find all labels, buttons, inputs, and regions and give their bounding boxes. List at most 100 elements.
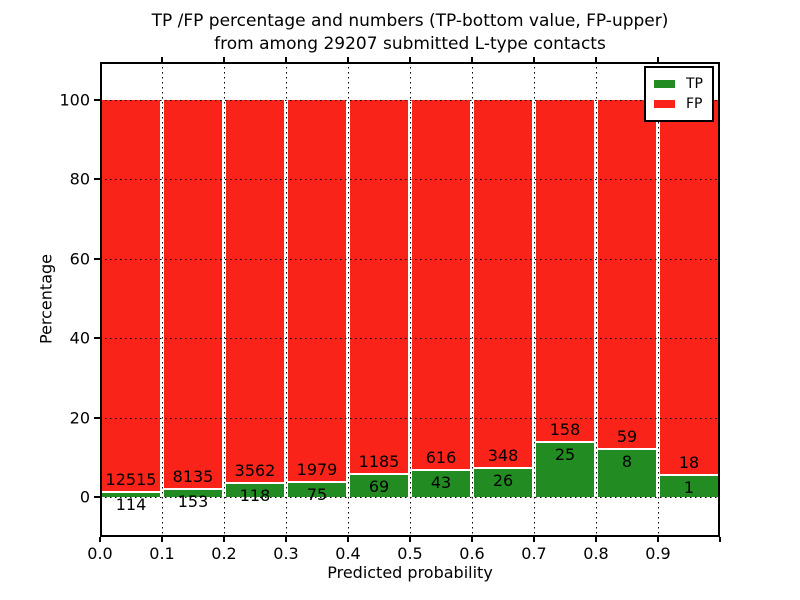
chart-title-line2: from among 29207 submitted L-type contac…	[214, 34, 606, 54]
fp-bar-segment	[660, 98, 718, 475]
fp-bar-segment	[536, 98, 594, 441]
tp-count-label: 1	[683, 478, 695, 498]
x-tick-label: 0.3	[273, 544, 299, 563]
x-axis-label: Predicted probability	[327, 563, 493, 582]
gridline-vertical	[162, 62, 163, 537]
gridline-vertical	[348, 62, 349, 537]
x-tick-mark-top	[223, 57, 225, 62]
legend-box: TP FP	[644, 66, 714, 122]
x-tick-mark	[99, 537, 101, 542]
tp-bar-segment	[102, 491, 160, 497]
x-tick-mark	[533, 537, 535, 542]
tp-count-label: 153	[177, 491, 209, 511]
x-tick-label: 0.6	[459, 544, 485, 563]
fp-count-label: 1979	[296, 459, 338, 479]
x-tick-label: 0.0	[87, 544, 113, 563]
tp-count-label: 69	[368, 477, 390, 497]
fp-bar-segment	[288, 98, 346, 481]
gridline-vertical	[534, 62, 535, 537]
x-tick-mark	[657, 537, 659, 542]
fp-count-label: 1185	[358, 452, 400, 472]
y-tick-label: 100	[59, 90, 90, 110]
fp-bar-segment	[226, 98, 284, 483]
gridline-vertical	[658, 62, 659, 537]
tp-bar-segment	[474, 467, 532, 497]
chart-title-line1: TP /FP percentage and numbers (TP-bottom…	[151, 11, 669, 31]
bottom-spine	[100, 535, 720, 537]
right-spine	[718, 62, 720, 537]
legend-swatch-fp	[654, 100, 675, 108]
x-tick-mark-top	[595, 57, 597, 62]
fp-bar-segment	[412, 98, 470, 470]
fp-count-label: 12515	[105, 470, 157, 490]
fp-bar-segment	[350, 98, 408, 474]
fp-count-label: 348	[487, 446, 519, 466]
left-spine	[100, 62, 102, 537]
fp-count-label: 3562	[234, 461, 276, 481]
y-tick-mark	[94, 178, 100, 181]
x-tick-mark	[347, 537, 349, 542]
tp-count-label: 43	[430, 473, 452, 493]
y-tick-label: 0	[79, 487, 90, 507]
fp-count-label: 616	[425, 448, 457, 468]
gridline-vertical	[472, 62, 473, 537]
tp-count-label: 75	[306, 484, 328, 504]
fp-bar-segment	[102, 98, 160, 492]
y-tick-mark	[94, 99, 100, 101]
gridline-vertical	[410, 62, 411, 537]
x-tick-mark-top	[285, 57, 287, 62]
y-tick-label: 20	[69, 408, 90, 428]
tp-count-label: 8	[621, 451, 633, 471]
fp-count-label: 158	[549, 419, 581, 439]
x-tick-mark	[223, 537, 225, 542]
tp-count-label: 25	[554, 444, 576, 464]
top-spine	[100, 62, 720, 64]
x-tick-label: 0.2	[211, 544, 237, 563]
y-tick-label: 40	[69, 328, 90, 348]
tp-bar-segment	[288, 480, 346, 497]
legend-label-fp: FP	[686, 96, 703, 112]
tp-bar-segment	[536, 440, 594, 497]
x-tick-mark	[719, 537, 721, 542]
x-tick-mark	[161, 537, 163, 542]
x-tick-mark-top	[409, 57, 411, 62]
x-tick-mark-top	[471, 57, 473, 62]
gridline-vertical	[596, 62, 597, 537]
fp-bar-segment	[474, 98, 532, 468]
y-tick-mark	[94, 257, 100, 260]
x-tick-mark	[471, 537, 473, 542]
x-tick-label: 0.4	[335, 544, 361, 563]
y-axis-label: Percentage	[36, 253, 56, 345]
legend-item-fp: FP	[654, 94, 703, 114]
x-tick-mark-top	[657, 57, 659, 62]
tp-count-label: 26	[492, 471, 514, 491]
x-tick-mark-top	[161, 57, 163, 62]
y-tick-mark	[94, 496, 100, 498]
legend-label-tp: TP	[686, 76, 703, 92]
gridline-vertical	[286, 62, 287, 537]
tp-bar-segment	[164, 487, 222, 497]
fp-bar-segment	[598, 98, 656, 448]
tp-count-label: 118	[239, 486, 271, 506]
fp-count-label: 18	[678, 453, 700, 473]
legend-item-tp: TP	[654, 74, 703, 94]
x-tick-label: 0.8	[583, 544, 609, 563]
x-tick-label: 0.7	[521, 544, 547, 563]
legend-swatch-tp	[654, 80, 675, 88]
tp-count-label: 114	[115, 495, 147, 515]
x-tick-label: 0.5	[397, 544, 423, 563]
chart-title: TP /FP percentage and numbers (TP-bottom…	[100, 10, 720, 56]
x-tick-mark	[285, 537, 287, 542]
x-tick-mark-top	[533, 57, 535, 62]
tp-bar-segment	[350, 473, 408, 497]
y-tick-mark	[94, 337, 100, 340]
tp-bar-segment	[660, 474, 718, 497]
x-tick-label: 0.9	[645, 544, 671, 563]
fp-count-label: 8135	[172, 466, 214, 486]
x-tick-mark	[409, 537, 411, 542]
y-tick-mark	[94, 416, 100, 419]
fp-bar-segment	[164, 98, 222, 488]
y-tick-label: 60	[69, 249, 90, 269]
tp-bar-segment	[226, 482, 284, 497]
